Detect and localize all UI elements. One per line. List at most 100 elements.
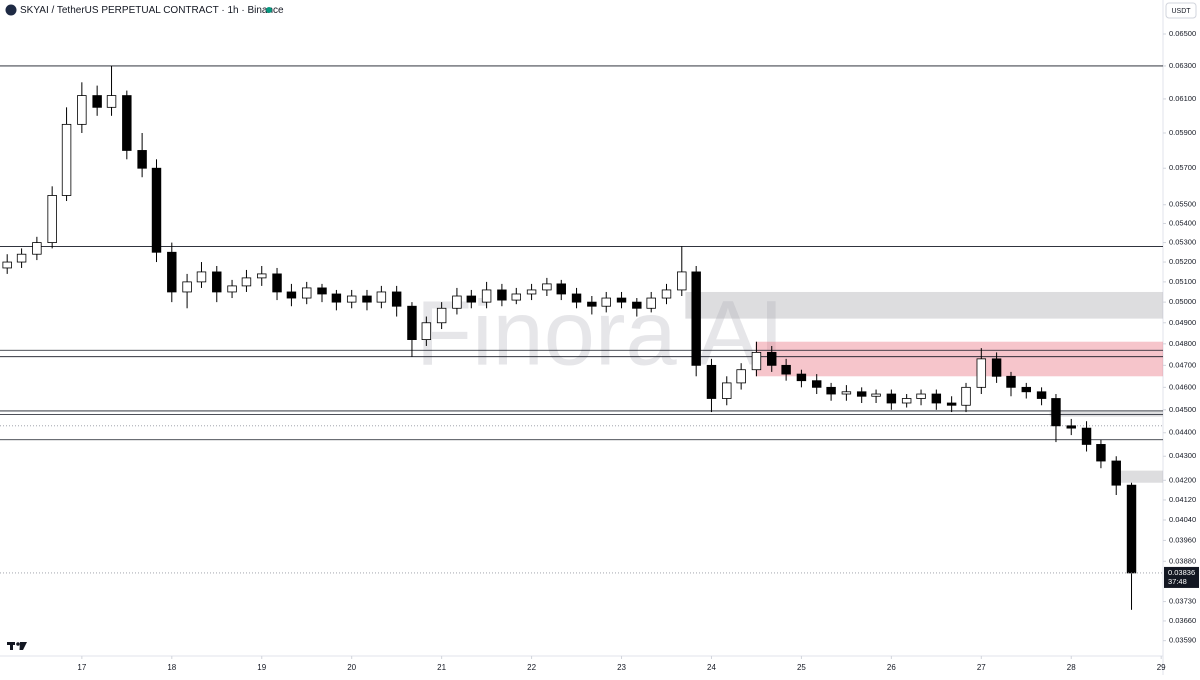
x-tick-label: 21 (437, 663, 446, 672)
y-tick-label: 0.04900 (1169, 318, 1196, 327)
candle-body (331, 293, 342, 303)
candle-body (346, 295, 357, 303)
candle-body (77, 95, 87, 125)
y-tick-label: 0.06300 (1169, 61, 1196, 70)
y-tick-label: 0.03880 (1169, 556, 1196, 565)
candle-body (616, 297, 627, 303)
y-tick-label: 0.03660 (1169, 616, 1196, 625)
candle-body (511, 293, 522, 301)
candle-body (781, 364, 791, 375)
y-tick-label: 0.04500 (1169, 405, 1196, 414)
x-tick-label: 23 (617, 663, 626, 672)
symbol-icon (5, 4, 17, 16)
candle-body (1066, 425, 1076, 429)
candle-body (241, 277, 252, 287)
y-tick-label: 0.04120 (1169, 495, 1196, 504)
x-tick-label: 19 (257, 663, 266, 672)
candle-body (227, 285, 237, 293)
candle-body (32, 242, 42, 255)
candle-body (632, 301, 642, 309)
candle-body (196, 271, 207, 283)
y-tick-label: 0.04600 (1169, 382, 1196, 391)
zone (685, 291, 1163, 319)
y-tick-label: 0.05200 (1169, 257, 1196, 266)
candle-body (811, 380, 822, 388)
candle-body (646, 297, 656, 309)
candle-body (301, 287, 312, 299)
tv-logo (7, 642, 27, 650)
y-tick-label: 0.05500 (1169, 200, 1196, 209)
candle-body (841, 391, 852, 395)
last-price-box (1164, 566, 1199, 588)
candle-body (931, 393, 942, 404)
zone (755, 341, 1163, 377)
market-status (266, 7, 272, 13)
candle-body (991, 358, 1002, 377)
candle-body (272, 273, 282, 293)
candle-body (736, 369, 746, 384)
y-tick-label: 0.04040 (1169, 515, 1196, 524)
y-tick-label: 0.05900 (1169, 128, 1196, 137)
candle-body (677, 271, 687, 291)
candle-body (826, 386, 836, 395)
candle-body (1111, 460, 1121, 486)
y-tick-label: 0.06500 (1169, 29, 1196, 38)
candle-body (257, 273, 267, 279)
y-tick-label: 0.06100 (1169, 94, 1196, 103)
candle-body (601, 297, 611, 307)
currency-button[interactable] (1165, 2, 1197, 19)
candle-body (691, 271, 701, 366)
candle-body (1051, 398, 1061, 427)
candle-body (1096, 444, 1106, 462)
y-tick-label: 0.04800 (1169, 339, 1196, 348)
candle-body (587, 301, 597, 307)
candle-body (1021, 386, 1031, 393)
candle-body (1081, 427, 1092, 445)
candle-body (871, 393, 881, 397)
candle-body (706, 364, 717, 399)
candle-body (286, 291, 297, 299)
x-tick-label: 26 (887, 663, 896, 672)
x-tick-label: 20 (347, 663, 356, 672)
candle-body (526, 289, 537, 295)
candle-body (391, 291, 402, 307)
candle-body (466, 295, 477, 303)
candle-body (61, 123, 72, 196)
candle-body (1036, 391, 1047, 399)
watermark: Finora AI (416, 282, 784, 384)
candle-body (106, 95, 117, 108)
y-tick-label: 0.05300 (1169, 238, 1196, 247)
candle-body (2, 261, 12, 269)
x-tick-label: 22 (527, 663, 536, 672)
candle-body (317, 287, 327, 295)
candle-body (436, 307, 447, 324)
currency-label: USDT (1171, 8, 1191, 15)
y-tick-label: 0.03960 (1169, 535, 1196, 544)
candle-body (556, 283, 566, 295)
zone (1117, 470, 1163, 483)
y-tick-label: 0.05000 (1169, 297, 1196, 306)
y-tick-label: 0.04200 (1169, 475, 1196, 484)
candle-body (421, 322, 432, 340)
candle-body (916, 393, 926, 399)
candle-body (92, 95, 102, 108)
candle-body (751, 351, 762, 371)
candle-body (796, 373, 807, 382)
candle-body (167, 251, 177, 293)
candle-body (212, 271, 222, 293)
candle-body (571, 293, 582, 303)
candle-body (362, 295, 372, 303)
x-tick-label: 29 (1157, 663, 1166, 672)
candle-body (901, 398, 912, 404)
countdown-label: 37:48 (1168, 577, 1187, 586)
candle-body (767, 351, 777, 366)
chart-title: SKYAI / TetherUS PERPETUAL CONTRACT · 1h… (20, 5, 284, 16)
candle-body (722, 382, 732, 399)
candle-body (542, 283, 552, 291)
candle-body (481, 289, 492, 303)
candle-body (122, 95, 132, 151)
x-tick-label: 28 (1067, 663, 1076, 672)
y-tick-label: 0.05700 (1169, 163, 1196, 172)
